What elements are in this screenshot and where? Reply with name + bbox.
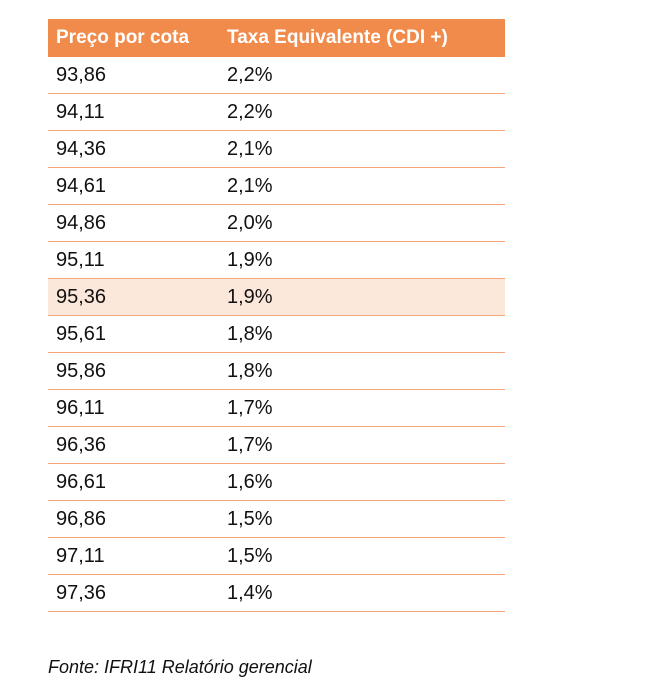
table-row: 95,86 1,8% [48, 353, 505, 390]
rate-cell: 1,8% [227, 359, 273, 382]
table-row: 94,61 2,1% [48, 168, 505, 205]
price-cell: 95,86 [56, 359, 107, 382]
table-row: 96,86 1,5% [48, 501, 505, 538]
rate-cell: 1,6% [227, 470, 273, 493]
rate-cell: 1,7% [227, 396, 273, 419]
price-cell: 97,36 [56, 581, 107, 604]
table-row: 95,11 1,9% [48, 242, 505, 279]
price-cell: 97,11 [56, 544, 105, 567]
price-cell: 94,61 [56, 174, 107, 197]
price-cell: 95,11 [56, 248, 105, 271]
price-cell: 96,11 [56, 396, 105, 419]
price-cell: 94,36 [56, 137, 107, 160]
price-cell: 94,11 [56, 100, 105, 123]
rate-cell: 2,0% [227, 211, 273, 234]
table-row: 94,11 2,2% [48, 94, 505, 131]
rate-cell: 2,2% [227, 63, 273, 86]
table-body: 93,86 2,2% 94,11 2,2% 94,36 2,1% 94,61 2,1% 94,8… [48, 57, 505, 612]
table-row: 96,61 1,6% [48, 464, 505, 501]
price-cell: 96,36 [56, 433, 107, 456]
price-cell: 94,86 [56, 211, 107, 234]
header-equivalent-rate: Taxa Equivalente (CDI +) [227, 27, 448, 48]
price-rate-table: Preço por cota Taxa Equivalente (CDI +) … [48, 19, 505, 612]
price-cell: 93,86 [56, 63, 107, 86]
table-row: 96,11 1,7% [48, 390, 505, 427]
rate-cell: 2,1% [227, 174, 273, 197]
rate-cell: 1,8% [227, 322, 273, 345]
table-row: 97,11 1,5% [48, 538, 505, 575]
rate-cell: 1,7% [227, 433, 273, 456]
source-note: Fonte: IFRI11 Relatório gerencial [48, 657, 312, 677]
price-cell: 95,61 [56, 322, 107, 345]
rate-cell: 1,9% [227, 285, 273, 308]
table-header: Preço por cota Taxa Equivalente (CDI +) [48, 19, 505, 57]
price-cell: 96,61 [56, 470, 107, 493]
header-price-per-share: Preço por cota [56, 27, 190, 48]
rate-cell: 2,1% [227, 137, 273, 160]
table-row: 94,36 2,1% [48, 131, 505, 168]
table-row: 97,36 1,4% [48, 575, 505, 612]
rate-cell: 1,9% [227, 248, 273, 271]
price-cell: 96,86 [56, 507, 107, 530]
rate-cell: 1,5% [227, 507, 273, 530]
table-row: 95,61 1,8% [48, 316, 505, 353]
rate-cell: 1,4% [227, 581, 273, 604]
rate-cell: 1,5% [227, 544, 273, 567]
rate-cell: 2,2% [227, 100, 273, 123]
price-cell: 95,36 [56, 285, 107, 308]
table-row: 96,36 1,7% [48, 427, 505, 464]
table-row: 93,86 2,2% [48, 57, 505, 94]
table-row: 94,86 2,0% [48, 205, 505, 242]
table-row: 95,36 1,9% [48, 279, 505, 316]
